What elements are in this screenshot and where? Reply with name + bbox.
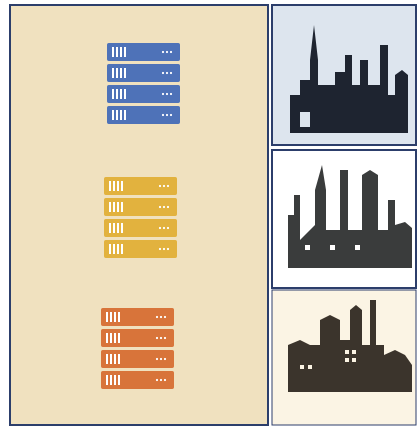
server-light — [159, 206, 161, 208]
server-light — [167, 248, 169, 250]
server-slot — [118, 375, 120, 385]
server-light — [159, 185, 161, 187]
server-slot — [118, 312, 120, 322]
server-slot — [106, 312, 108, 322]
server-slot — [106, 333, 108, 343]
server-light — [164, 379, 166, 381]
server-light — [163, 227, 165, 229]
server-light — [160, 316, 162, 318]
server-light — [164, 358, 166, 360]
server-light — [162, 51, 164, 53]
server-light — [162, 72, 164, 74]
server-slot — [117, 244, 119, 254]
server-light — [162, 114, 164, 116]
page: (() => { const svg = document.getElement… — [0, 0, 417, 429]
server-light — [160, 379, 162, 381]
server-slot — [112, 68, 114, 78]
server-light — [156, 316, 158, 318]
server-slot — [117, 181, 119, 191]
server-slot — [124, 89, 126, 99]
server-slot — [116, 89, 118, 99]
server-light — [156, 379, 158, 381]
server-slot — [121, 223, 123, 233]
server-light — [162, 93, 164, 95]
scene — [0, 0, 417, 429]
server-slot — [114, 354, 116, 364]
server-light — [163, 185, 165, 187]
server-slot — [110, 375, 112, 385]
server-light — [170, 93, 172, 95]
server-slot — [121, 202, 123, 212]
server-slot — [117, 223, 119, 233]
server-slot — [118, 333, 120, 343]
server-slot — [114, 333, 116, 343]
server-slot — [114, 375, 116, 385]
server-light — [170, 72, 172, 74]
server-slot — [113, 181, 115, 191]
server-slot — [120, 110, 122, 120]
server-slot — [112, 47, 114, 57]
server-slot — [110, 354, 112, 364]
server-slot — [110, 333, 112, 343]
server-slot — [121, 181, 123, 191]
server-slot — [109, 244, 111, 254]
server-light — [156, 358, 158, 360]
server-slot — [106, 354, 108, 364]
server-light — [167, 185, 169, 187]
server-slot — [116, 47, 118, 57]
server-light — [170, 51, 172, 53]
server-light — [167, 206, 169, 208]
server-slot — [117, 202, 119, 212]
server-slot — [106, 375, 108, 385]
server-light — [160, 358, 162, 360]
server-slot — [121, 244, 123, 254]
server-light — [156, 337, 158, 339]
server-slot — [124, 110, 126, 120]
server-light — [164, 316, 166, 318]
server-slot — [118, 354, 120, 364]
server-slot — [109, 223, 111, 233]
server-light — [167, 227, 169, 229]
server-light — [166, 93, 168, 95]
server-slot — [113, 223, 115, 233]
server-slot — [124, 68, 126, 78]
server-light — [170, 114, 172, 116]
server-light — [163, 206, 165, 208]
server-slot — [114, 312, 116, 322]
server-slot — [110, 312, 112, 322]
server-light — [163, 248, 165, 250]
server-light — [160, 337, 162, 339]
server-slot — [124, 47, 126, 57]
server-slot — [116, 110, 118, 120]
server-slot — [109, 202, 111, 212]
server-light — [166, 114, 168, 116]
server-light — [166, 72, 168, 74]
server-slot — [112, 89, 114, 99]
server-slot — [120, 68, 122, 78]
server-slot — [113, 202, 115, 212]
server-slot — [109, 181, 111, 191]
server-slot — [116, 68, 118, 78]
server-slot — [113, 244, 115, 254]
server-slot — [120, 89, 122, 99]
server-slot — [120, 47, 122, 57]
server-slot — [112, 110, 114, 120]
server-light — [159, 248, 161, 250]
server-light — [166, 51, 168, 53]
server-light — [164, 337, 166, 339]
server-light — [159, 227, 161, 229]
